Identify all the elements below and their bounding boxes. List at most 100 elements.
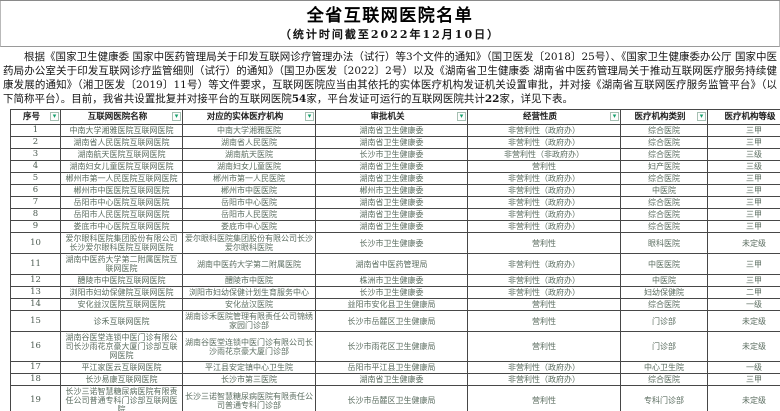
table-cell[interactable]: 湖南诊禾医院管理有限责任公司锦绣家园门诊部 xyxy=(182,310,316,332)
table-cell[interactable]: 营利性 xyxy=(467,160,621,173)
row-index-cell[interactable]: 8 xyxy=(10,208,61,221)
table-cell[interactable]: 非营利性（政府办） xyxy=(467,373,621,386)
table-cell[interactable]: 安化益汉医院 xyxy=(182,298,316,311)
table-cell[interactable]: 非营利性（政府办） xyxy=(467,136,621,149)
row-index-cell[interactable]: 13 xyxy=(10,286,61,299)
table-cell[interactable]: 非营利性（政府办） xyxy=(467,253,621,275)
row-index-cell[interactable]: 11 xyxy=(10,253,61,275)
table-cell[interactable]: 三甲 xyxy=(707,136,780,149)
table-cell[interactable]: 湖南省卫生健康委 xyxy=(315,196,468,209)
filter-dropdown-icon[interactable]: ▾ xyxy=(697,112,706,121)
table-cell[interactable]: 长沙市第三医院 xyxy=(182,373,316,386)
table-cell[interactable]: 浏阳市妇幼保健计划生育服务中心 xyxy=(182,286,316,299)
table-cell[interactable]: 岳阳市中心医院 xyxy=(182,196,316,209)
table-cell[interactable]: 长沙市卫生健康委 xyxy=(315,286,468,299)
table-cell[interactable]: 非营利性（非政府办） xyxy=(467,148,621,161)
table-cell[interactable]: 岳阳市人民医院互联网医院 xyxy=(60,208,183,221)
table-cell[interactable]: 中心卫生院 xyxy=(620,361,708,374)
filter-dropdown-icon[interactable]: ▾ xyxy=(305,112,314,121)
table-cell[interactable]: 二甲 xyxy=(707,286,780,299)
table-cell[interactable]: 湖南省卫生健康委 xyxy=(315,208,468,221)
table-cell[interactable]: 非营利性（政府办） xyxy=(467,124,621,137)
table-cell[interactable]: 岳阳市中心医院互联网医院 xyxy=(60,196,183,209)
table-cell[interactable]: 非营利性（政府办） xyxy=(467,184,621,197)
table-cell[interactable]: 三甲 xyxy=(707,274,780,287)
table-cell[interactable]: 湖南省人民医院 xyxy=(182,136,316,149)
row-index-cell[interactable]: 10 xyxy=(10,232,61,254)
table-cell[interactable]: 综合医院 xyxy=(620,298,708,311)
table-cell[interactable]: 三甲 xyxy=(707,220,780,233)
table-cell[interactable]: 非营利性（政府办） xyxy=(467,208,621,221)
table-cell[interactable]: 平江家医云互联网医院 xyxy=(60,361,183,374)
table-cell[interactable]: 中南大学湘雅医院 xyxy=(182,124,316,137)
table-cell[interactable]: 郴州市中医医院 xyxy=(182,184,316,197)
table-cell[interactable]: 专科门诊部 xyxy=(620,385,708,411)
table-cell[interactable]: 综合医院 xyxy=(620,124,708,137)
row-index-cell[interactable]: 2 xyxy=(10,136,61,149)
table-cell[interactable]: 诊禾互联网医院 xyxy=(60,310,183,332)
row-index-cell[interactable]: 5 xyxy=(10,172,61,185)
table-cell[interactable]: 非营利性（政府办） xyxy=(467,286,621,299)
table-cell[interactable]: 中医医院 xyxy=(620,253,708,275)
table-cell[interactable]: 长沙易康互联网医院 xyxy=(60,373,183,386)
table-cell[interactable]: 平江县安定镇中心卫生院 xyxy=(182,361,316,374)
row-index-cell[interactable]: 15 xyxy=(10,310,61,332)
table-cell[interactable]: 非营利性（政府办） xyxy=(467,220,621,233)
row-index-cell[interactable]: 7 xyxy=(10,196,61,209)
table-cell[interactable]: 营利性 xyxy=(467,232,621,254)
filter-dropdown-icon[interactable]: ▾ xyxy=(172,112,181,121)
table-cell[interactable]: 营利性 xyxy=(467,331,621,362)
row-index-cell[interactable]: 12 xyxy=(10,274,61,287)
table-cell[interactable]: 株洲市卫生健康委 xyxy=(315,274,468,287)
table-cell[interactable]: 综合医院 xyxy=(620,136,708,149)
table-cell[interactable]: 眼科医院 xyxy=(620,232,708,254)
table-cell[interactable]: 中医院 xyxy=(620,184,708,197)
table-cell[interactable]: 三甲 xyxy=(707,373,780,386)
table-cell[interactable]: 长沙市卫生健康委 xyxy=(315,232,468,254)
table-cell[interactable]: 三甲 xyxy=(707,172,780,185)
table-cell[interactable]: 中医院 xyxy=(620,274,708,287)
table-cell[interactable]: 妇产医院 xyxy=(620,160,708,173)
table-cell[interactable]: 三甲 xyxy=(707,208,780,221)
table-cell[interactable]: 湖南省卫生健康委 xyxy=(315,136,468,149)
table-cell[interactable]: 娄底市中心医院 xyxy=(182,220,316,233)
table-cell[interactable]: 三甲 xyxy=(707,253,780,275)
filter-dropdown-icon[interactable]: ▾ xyxy=(457,112,466,121)
table-cell[interactable]: 未定级 xyxy=(707,232,780,254)
table-cell[interactable]: 非营利性（政府办） xyxy=(467,196,621,209)
table-cell[interactable]: 长沙市岳麓区卫生健康局 xyxy=(315,310,468,332)
row-index-cell[interactable]: 18 xyxy=(10,373,61,386)
table-cell[interactable]: 综合医院 xyxy=(620,172,708,185)
table-cell[interactable]: 郴州市中医医院互联网医院 xyxy=(60,184,183,197)
table-cell[interactable]: 长沙市卫生健康委 xyxy=(315,148,468,161)
table-cell[interactable]: 非营利性（政府办） xyxy=(467,274,621,287)
table-cell[interactable]: 郴州市第一人民医院 xyxy=(182,172,316,185)
table-cell[interactable]: 爱尔眼科医院集团股份有限公司长沙爱尔眼科医院互联网医院 xyxy=(60,232,183,254)
row-index-cell[interactable]: 1 xyxy=(10,124,61,137)
table-cell[interactable]: 醴陵市中医院互联网医院 xyxy=(60,274,183,287)
table-cell[interactable]: 湖南中医药大学第二附属医院互联网医院 xyxy=(60,253,183,275)
row-index-cell[interactable]: 4 xyxy=(10,160,61,173)
row-index-cell[interactable]: 9 xyxy=(10,220,61,233)
table-cell[interactable]: 未定级 xyxy=(707,310,780,332)
table-cell[interactable]: 湖南省卫生健康委 xyxy=(315,124,468,137)
table-cell[interactable]: 未定级 xyxy=(707,385,780,411)
table-cell[interactable]: 综合医院 xyxy=(620,148,708,161)
table-cell[interactable]: 综合医院 xyxy=(620,220,708,233)
table-cell[interactable]: 妇幼保健院 xyxy=(620,286,708,299)
table-cell[interactable]: 营利性 xyxy=(467,310,621,332)
table-cell[interactable]: 湖南谷医堂连锁中医门诊有限公司长沙雨花京豪大厦门诊部互联网医院 xyxy=(60,331,183,362)
table-cell[interactable]: 一级 xyxy=(707,361,780,374)
table-cell[interactable]: 湖南航天医院 xyxy=(182,148,316,161)
table-cell[interactable]: 湖南省人民医院互联网医院 xyxy=(60,136,183,149)
table-cell[interactable]: 安化益汉医院互联网医院 xyxy=(60,298,183,311)
table-cell[interactable]: 岳阳市人民医院 xyxy=(182,208,316,221)
table-cell[interactable]: 长沙三诺智慧糖尿病医院有限责任公司普通专科门诊部 xyxy=(182,385,316,411)
table-cell[interactable]: 湖南省卫生健康委 xyxy=(315,220,468,233)
table-cell[interactable]: 三级 xyxy=(707,148,780,161)
table-cell[interactable]: 三甲 xyxy=(707,184,780,197)
table-cell[interactable]: 湖南省卫生健康委 xyxy=(315,373,468,386)
table-cell[interactable]: 益阳市安化县卫生健康局 xyxy=(315,298,468,311)
table-cell[interactable]: 中南大学湘雅医院互联网医院 xyxy=(60,124,183,137)
table-cell[interactable]: 郴州市第一人民医院互联网医院 xyxy=(60,172,183,185)
